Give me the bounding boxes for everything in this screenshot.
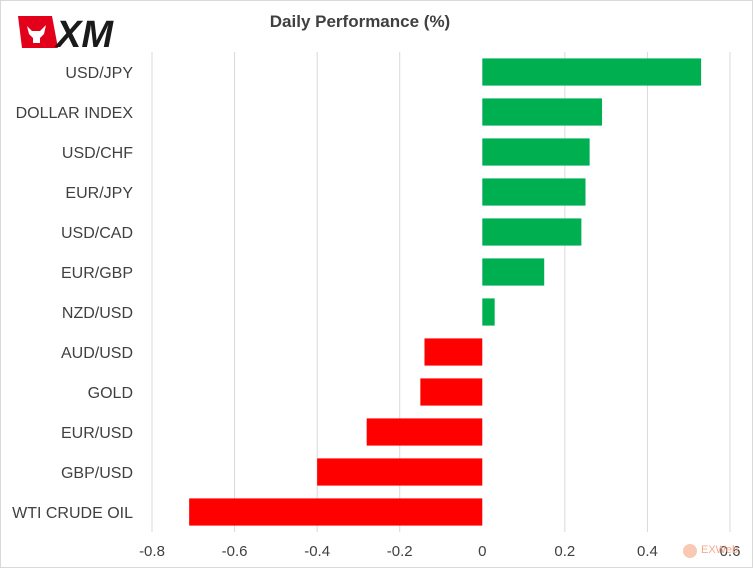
category-label: DOLLAR INDEX: [16, 105, 134, 122]
x-tick-label: -0.2: [387, 543, 413, 560]
bar: [482, 58, 702, 86]
bar: [189, 498, 483, 526]
category-label: EUR/USD: [61, 425, 133, 442]
bull-icon: [27, 25, 46, 43]
watermark: EXWeb: [701, 544, 739, 556]
bar: [482, 138, 590, 166]
category-label: WTI CRUDE OIL: [12, 505, 133, 522]
category-label: AUD/USD: [61, 345, 133, 362]
category-label: USD/JPY: [65, 65, 133, 82]
chart-title: Daily Performance (%): [269, 12, 451, 31]
x-tick-label: 0.2: [554, 543, 575, 560]
xm-logo-text: XM: [54, 14, 114, 52]
x-tick-labels: -0.8 -0.6 -0.4 -0.2 0 0.2 0.4 0.6: [139, 543, 740, 560]
x-tick-label: -0.6: [222, 543, 248, 560]
bar: [424, 338, 483, 366]
category-labels: USD/JPY DOLLAR INDEX USD/CHF EUR/JPY USD/CAD…: [12, 65, 133, 522]
bar: [366, 418, 483, 446]
x-tick-label: -0.4: [304, 543, 330, 560]
bar: [482, 298, 495, 326]
category-label: EUR/JPY: [65, 185, 133, 202]
category-label: GBP/USD: [61, 465, 133, 482]
category-label: NZD/USD: [62, 305, 133, 322]
x-tick-label: 0: [478, 543, 486, 560]
bars: [189, 58, 702, 526]
bar: [482, 178, 586, 206]
bar: [482, 218, 582, 246]
bar: [317, 458, 483, 486]
xm-logo: XM: [18, 14, 114, 52]
bar: [482, 258, 545, 286]
x-tick-label: -0.8: [139, 543, 165, 560]
bar: [420, 378, 483, 406]
x-tick-label: 0.6: [720, 543, 741, 560]
bar: [482, 98, 603, 126]
category-label: EUR/GBP: [61, 265, 133, 282]
category-label: GOLD: [88, 385, 133, 402]
category-label: USD/CHF: [62, 145, 133, 162]
x-tick-label: 0.4: [637, 543, 658, 560]
category-label: USD/CAD: [61, 225, 133, 242]
watermark-icon: [683, 544, 697, 558]
gridlines: [151, 52, 731, 532]
